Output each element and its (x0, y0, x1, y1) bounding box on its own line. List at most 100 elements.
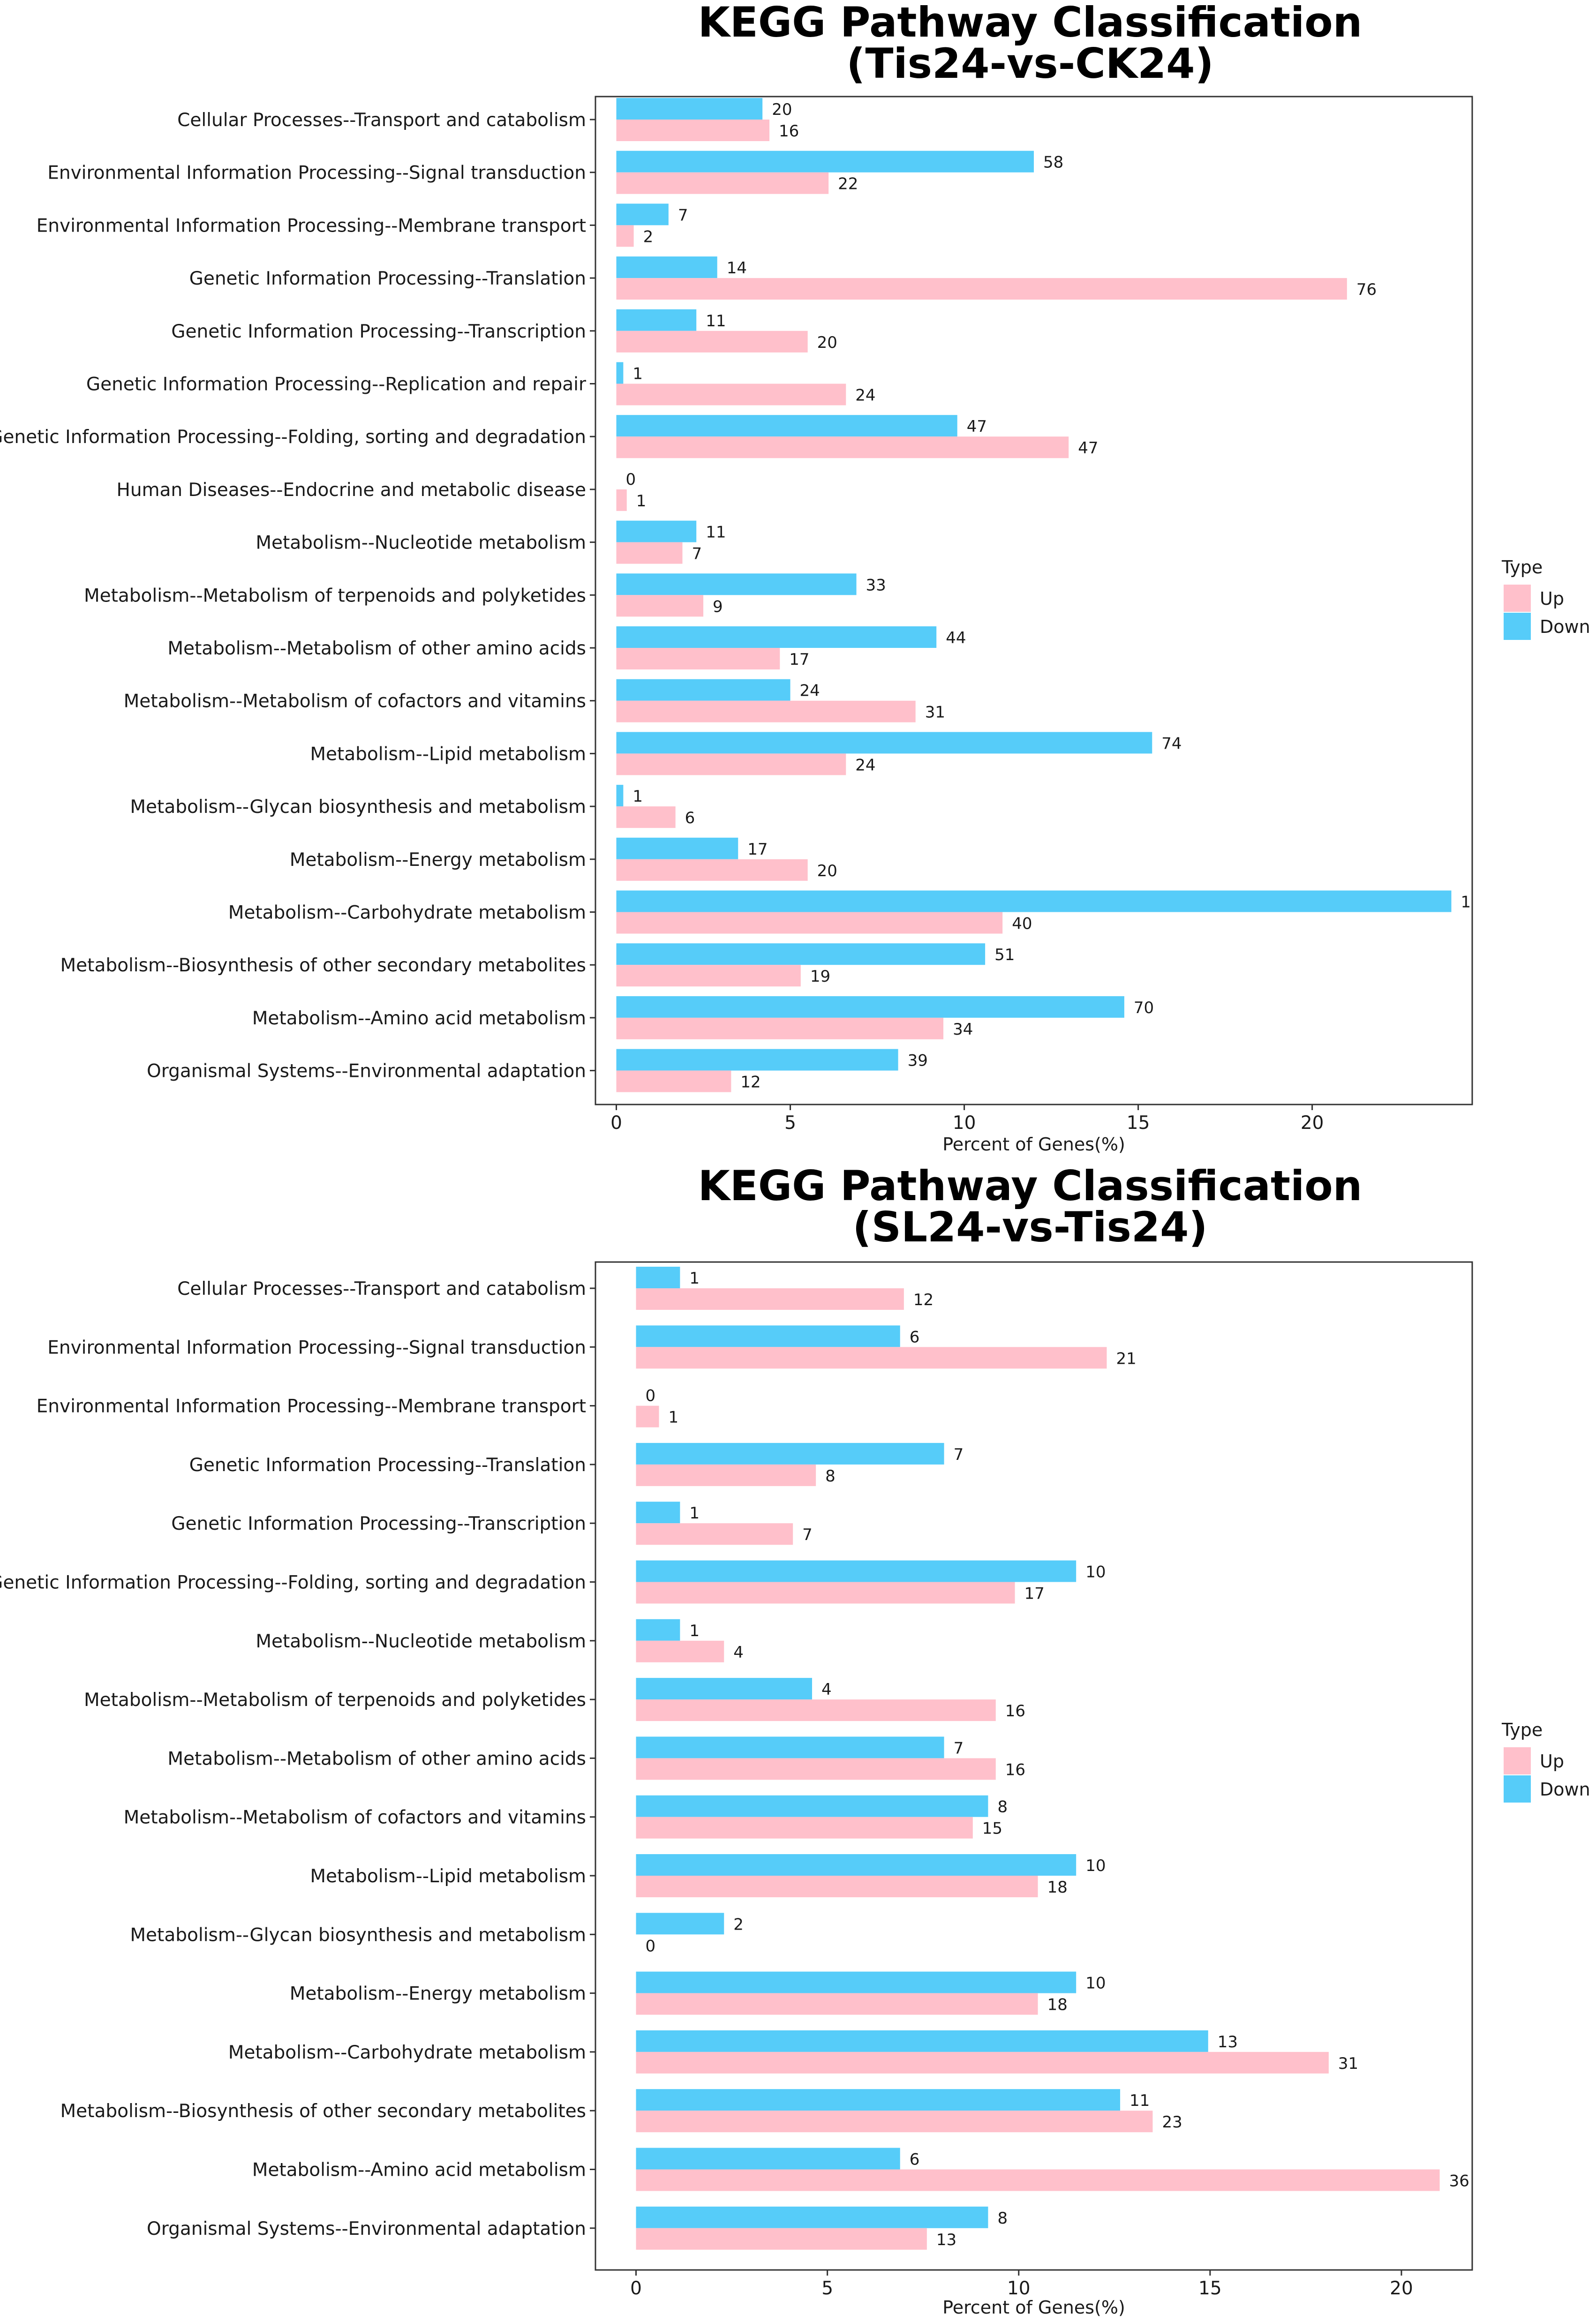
data-label-up: 16 (779, 122, 799, 141)
category-label: Metabolism--Carbohydrate metabolism (228, 902, 586, 924)
category-label: Cellular Processes--Transport and catabo… (177, 110, 586, 131)
x-axis-ticks: 0 5 10 15 20 (610, 1105, 1324, 1134)
data-label-down: 17 (747, 840, 768, 859)
bar-up (636, 1758, 996, 1780)
bar-up (636, 1405, 659, 1428)
bar-up (616, 383, 846, 406)
legend-swatch-up (1504, 1747, 1531, 1774)
data-label-down: 11 (706, 312, 726, 331)
data-label-down: 33 (866, 576, 886, 594)
category-label: Metabolism--Glycan biosynthesis and meta… (130, 1924, 586, 1946)
category-label: Environmental Information Processing--Me… (37, 215, 586, 236)
x-tick-label: 0 (610, 1112, 622, 1134)
x-tick-label: 20 (1390, 2278, 1413, 2299)
data-label-down: 14 (727, 259, 747, 278)
bar-up (636, 2051, 1329, 2074)
category-label: Metabolism--Glycan biosynthesis and meta… (130, 797, 586, 818)
bar-up (616, 1070, 731, 1092)
bar-down (616, 679, 790, 701)
bar-up (636, 1523, 793, 1545)
category-label: Metabolism--Biosynthesis of other second… (60, 955, 586, 976)
data-label-up: 47 (1078, 439, 1098, 458)
data-label-up: 7 (802, 1525, 813, 1544)
data-label-up: 19 (810, 967, 830, 986)
bar-up (636, 1876, 1038, 1897)
data-label-up: 24 (855, 386, 875, 405)
data-label-down: 11 (706, 523, 726, 542)
x-axis-label: Percent of Genes(%) (942, 2297, 1125, 2318)
category-label: Metabolism--Energy metabolism (290, 1984, 586, 2005)
bar-down (616, 943, 986, 965)
category-label: Genetic Information Processing--Replicat… (86, 374, 587, 395)
chart-sl24-vs-tis24: KEGG Pathway Classification (SL24-vs-Tis… (0, 1162, 1590, 2318)
data-label-up: 17 (789, 650, 809, 669)
data-label-down: 1 (632, 365, 643, 383)
bar-down (616, 309, 697, 331)
category-labels: Cellular Processes--Transport and catabo… (0, 1278, 595, 2239)
data-label-down: 0 (626, 470, 636, 489)
bar-up (616, 912, 1003, 934)
chart-title-line1: KEGG Pathway Classification (698, 1162, 1363, 1210)
legend-swatch-up (1504, 585, 1531, 612)
bar-down (636, 2030, 1208, 2052)
bar-up (616, 753, 846, 775)
data-label-up: 9 (713, 597, 723, 616)
data-label-down: 44 (946, 629, 966, 647)
data-label-down: 13 (1218, 2033, 1238, 2051)
data-label-down: 74 (1161, 734, 1182, 753)
data-label-up: 18 (1047, 1996, 1068, 2014)
data-label-down: 8 (997, 2209, 1008, 2228)
data-label-down: 1 (689, 1269, 700, 1288)
chart-title-line2: (Tis24-vs-CK24) (846, 39, 1214, 88)
data-label-down: 58 (1043, 153, 1063, 172)
category-label: Metabolism--Nucleotide metabolism (256, 1631, 586, 1652)
data-label-up: 6 (685, 809, 695, 827)
bar-up (616, 120, 770, 141)
bar-up (616, 648, 780, 669)
category-label: Genetic Information Processing--Translat… (189, 268, 586, 289)
category-labels: Cellular Processes--Transport and catabo… (0, 110, 595, 1082)
bar-up (616, 436, 1069, 458)
data-label-down: 10 (1085, 1856, 1106, 1875)
category-label: Metabolism--Metabolism of cofactors and … (124, 1807, 586, 1828)
category-label: Environmental Information Processing--Me… (37, 1396, 586, 1417)
data-label-up: 36 (1449, 2172, 1469, 2191)
bar-up (616, 595, 704, 617)
bar-down (636, 1795, 988, 1817)
bar-down (636, 1678, 812, 1700)
data-label-down: 10 (1085, 1974, 1106, 1993)
bar-up (636, 1347, 1107, 1369)
data-label-up: 8 (825, 1467, 836, 1486)
legend-swatch-down (1504, 613, 1531, 640)
data-label-up: 22 (838, 175, 858, 194)
data-label-down: 10 (1085, 1563, 1106, 1582)
data-label-down: 47 (967, 417, 987, 436)
data-label-down: 2 (733, 1915, 744, 1934)
category-label: Environmental Information Processing--Si… (47, 163, 586, 184)
category-label: Metabolism--Energy metabolism (290, 849, 586, 871)
bar-up (636, 2228, 927, 2250)
bar-up (616, 542, 683, 564)
bar-down (616, 203, 669, 225)
category-label: Metabolism--Metabolism of other amino ac… (167, 638, 586, 659)
data-label-down: 7 (954, 1739, 964, 1758)
category-label: Metabolism--Carbohydrate metabolism (228, 2042, 586, 2063)
data-label-up: 34 (953, 1020, 973, 1039)
legend-swatch-down (1504, 1775, 1531, 1803)
x-tick-label: 20 (1301, 1112, 1324, 1134)
bar-down (616, 256, 717, 278)
bar-up (616, 965, 801, 987)
category-label: Metabolism--Lipid metabolism (310, 744, 586, 765)
data-label-down: 11 (1129, 2091, 1150, 2110)
data-label-down: 6 (910, 2150, 920, 2169)
bar-up (616, 225, 634, 247)
data-label-up: 31 (1338, 2054, 1358, 2073)
bar-down (636, 1619, 680, 1641)
category-label: Metabolism--Amino acid metabolism (252, 2160, 586, 2181)
legend-label-up: Up (1540, 588, 1564, 609)
data-label-up: 16 (1005, 1702, 1025, 1721)
bar-down (616, 785, 624, 807)
bar-down (636, 1560, 1077, 1582)
x-tick-label: 15 (1198, 2278, 1222, 2299)
bar-up (636, 1699, 996, 1721)
